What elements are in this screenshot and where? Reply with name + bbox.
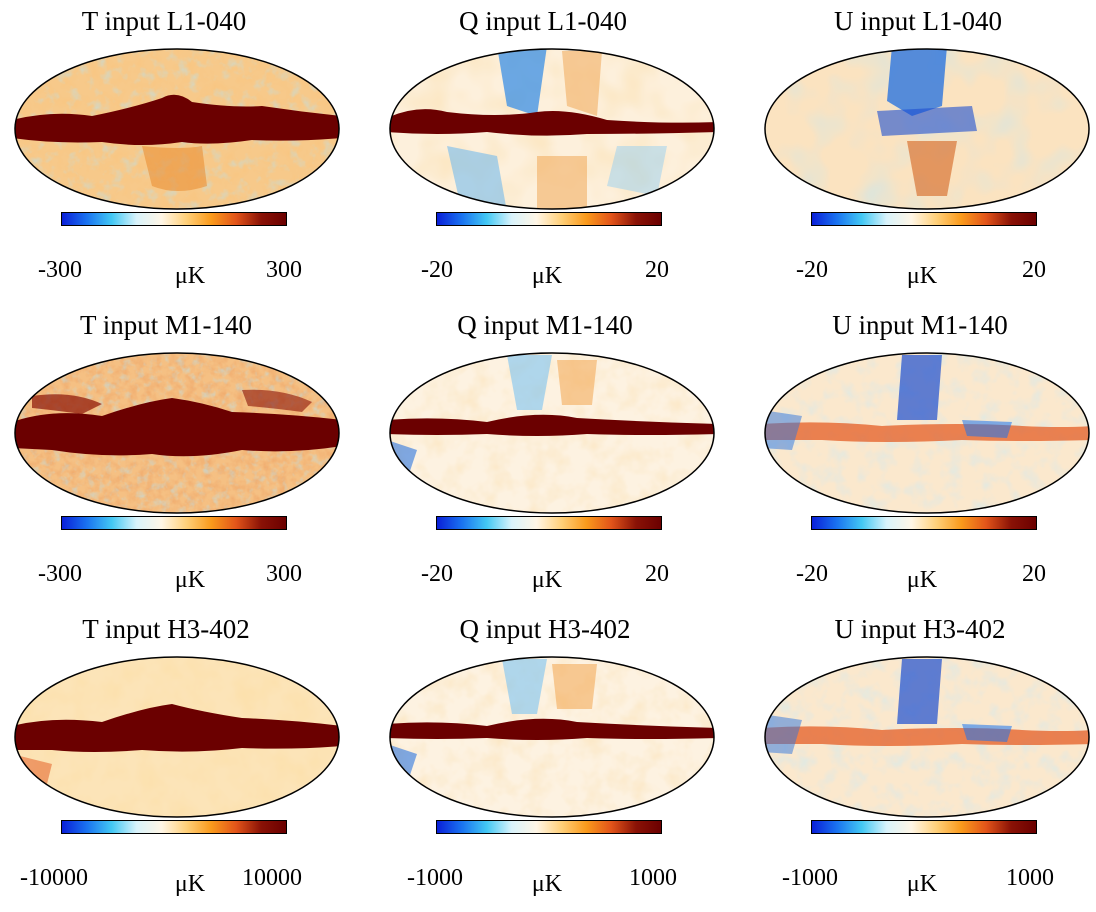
panel-t-h3-402: T input H3-402 -10000 μK 10000 xyxy=(10,608,370,908)
unit-label: μK xyxy=(531,567,563,593)
colorbar-min-label: -1000 xyxy=(782,865,838,891)
colorbar-max-label: 20 xyxy=(645,561,669,587)
colorbar-max-label: 1000 xyxy=(1006,865,1054,891)
unit-label: μK xyxy=(174,263,206,289)
mollweide-map-q-l1-040 xyxy=(389,48,715,210)
colorbar-min-label: -20 xyxy=(796,257,828,283)
mollweide-map-t-m1-140 xyxy=(14,352,340,514)
colorbar xyxy=(811,212,1037,226)
colorbar xyxy=(436,820,662,834)
colorbar-min-label: -300 xyxy=(38,561,82,587)
colorbar-min-label: -1000 xyxy=(407,865,463,891)
colorbar-max-label: 300 xyxy=(266,257,302,283)
mollweide-map-u-m1-140 xyxy=(764,352,1090,514)
unit-label: μK xyxy=(531,263,563,289)
unit-label: μK xyxy=(906,567,938,593)
panel-title: T input M1-140 xyxy=(79,310,252,340)
mollweide-map-q-h3-402 xyxy=(389,656,715,818)
panel-u-h3-402: U input H3-402 -1000 μK 1000 xyxy=(760,608,1096,908)
panel-title: T input H3-402 xyxy=(82,614,250,644)
panel-title: U input H3-402 xyxy=(834,614,1006,644)
colorbar xyxy=(61,212,287,226)
colorbar xyxy=(811,820,1037,834)
panel-t-l1-040: T input L1-040 xyxy=(10,0,370,300)
colorbar-min-label: -20 xyxy=(796,561,828,587)
unit-label: μK xyxy=(174,567,206,593)
mollweide-map-t-h3-402 xyxy=(14,656,340,818)
panel-u-l1-040: U input L1-040 -20 μK 20 xyxy=(760,0,1096,300)
colorbar-max-label: 1000 xyxy=(629,865,677,891)
mollweide-map-t-l1-040 xyxy=(14,48,340,210)
unit-label: μK xyxy=(906,263,938,289)
colorbar-min-label: -300 xyxy=(38,257,82,283)
colorbar xyxy=(436,516,662,530)
panel-t-m1-140: T input M1-140 xyxy=(10,304,370,604)
unit-label: μK xyxy=(531,871,563,897)
colorbar-max-label: 20 xyxy=(1022,257,1046,283)
colorbar-max-label: 20 xyxy=(1022,561,1046,587)
mollweide-map-q-m1-140 xyxy=(389,352,715,514)
colorbar-max-label: 10000 xyxy=(242,865,302,891)
panel-u-m1-140: U input M1-140 -20 μK 20 xyxy=(760,304,1096,604)
colorbar xyxy=(61,820,287,834)
unit-label: μK xyxy=(906,871,938,897)
panel-title: Q input L1-040 xyxy=(459,6,627,36)
panel-title: U input L1-040 xyxy=(834,6,1002,36)
panel-title: Q input H3-402 xyxy=(459,614,631,644)
panel-title: U input M1-140 xyxy=(832,310,1008,340)
panel-title: T input L1-040 xyxy=(81,6,247,36)
colorbar-max-label: 20 xyxy=(645,257,669,283)
unit-label: μK xyxy=(174,871,206,897)
mollweide-map-u-h3-402 xyxy=(764,656,1090,818)
panel-q-m1-140: Q input M1-140 -20 μK 20 xyxy=(385,304,745,604)
colorbar-min-label: -10000 xyxy=(20,865,88,891)
colorbar xyxy=(811,516,1037,530)
panel-q-h3-402: Q input H3-402 -1000 μK 1000 xyxy=(385,608,745,908)
panel-title: Q input M1-140 xyxy=(457,310,633,340)
colorbar-max-label: 300 xyxy=(266,561,302,587)
colorbar xyxy=(436,212,662,226)
colorbar-min-label: -20 xyxy=(421,257,453,283)
colorbar xyxy=(61,516,287,530)
panel-q-l1-040: Q input L1-040 -20 μK xyxy=(385,0,745,300)
mollweide-map-u-l1-040 xyxy=(764,48,1090,210)
colorbar-min-label: -20 xyxy=(421,561,453,587)
